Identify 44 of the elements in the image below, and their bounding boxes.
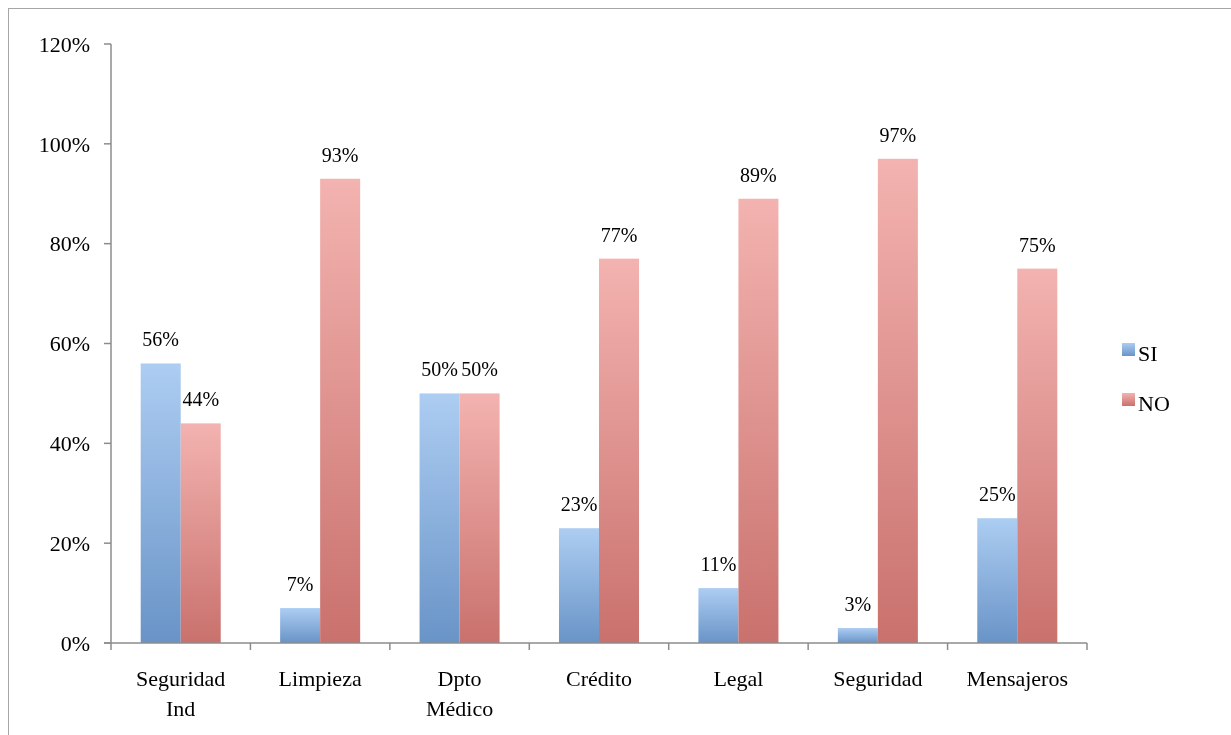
bar bbox=[599, 258, 640, 643]
bar bbox=[320, 178, 361, 643]
y-tick-label: 40% bbox=[49, 431, 90, 457]
x-tick-label: Limpieza bbox=[278, 666, 362, 691]
data-label: 23% bbox=[560, 493, 598, 516]
x-tick-label: Crédito bbox=[566, 666, 632, 691]
data-label: 93% bbox=[321, 143, 359, 166]
x-tick-label: Seguridad bbox=[833, 666, 923, 691]
data-label: 97% bbox=[879, 123, 917, 146]
x-tick-label: Legal bbox=[713, 666, 764, 691]
bar bbox=[837, 628, 878, 643]
data-label: 89% bbox=[740, 163, 777, 186]
x-tick-label: Dpto Médico bbox=[425, 666, 494, 721]
data-label: 50% bbox=[421, 358, 458, 381]
bar bbox=[698, 588, 739, 643]
data-label: 7% bbox=[286, 573, 314, 596]
data-label: 75% bbox=[1018, 233, 1056, 256]
y-tick-label: 20% bbox=[49, 530, 90, 556]
x-tick-label: Seguridad Ind bbox=[136, 666, 226, 721]
y-tick-label: 100% bbox=[38, 131, 90, 157]
bar bbox=[419, 393, 460, 643]
bar bbox=[180, 423, 221, 643]
data-label: 56% bbox=[142, 328, 180, 351]
y-tick-label: 60% bbox=[49, 331, 90, 357]
data-label: 50% bbox=[461, 358, 498, 381]
bar bbox=[977, 518, 1018, 643]
y-tick-label: 120% bbox=[38, 31, 90, 57]
x-tick-label: Mensajeros bbox=[966, 666, 1068, 691]
y-tick-label: 0% bbox=[60, 630, 90, 656]
legend-label: SI bbox=[1138, 341, 1158, 366]
data-label: 44% bbox=[182, 388, 220, 411]
bar bbox=[140, 363, 181, 643]
data-label: 11% bbox=[700, 553, 737, 576]
legend-label: NO bbox=[1138, 391, 1170, 416]
bar bbox=[877, 158, 918, 643]
bar bbox=[1017, 268, 1058, 643]
bar bbox=[558, 528, 599, 643]
bar bbox=[738, 198, 779, 643]
data-label: 3% bbox=[844, 593, 872, 616]
data-label: 25% bbox=[978, 483, 1016, 506]
bar bbox=[459, 393, 500, 643]
bar bbox=[280, 608, 321, 643]
data-label: 77% bbox=[600, 223, 638, 246]
y-tick-label: 80% bbox=[49, 231, 90, 257]
